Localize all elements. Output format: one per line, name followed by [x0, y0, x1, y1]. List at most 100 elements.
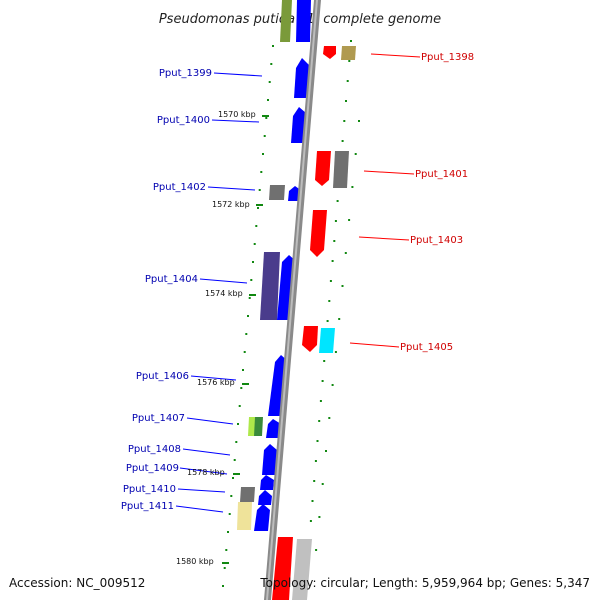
ruler-dot [223, 567, 226, 569]
ruler-dot [345, 100, 347, 102]
gene-top-left-blue[interactable] [296, 0, 311, 42]
gene-pput-1404-purple[interactable] [260, 252, 280, 320]
ruler-dot [272, 45, 274, 47]
ruler-dot [341, 140, 344, 142]
right-gene-labels: Pput_1398 Pput_1401 Pput_1403 Pput_1405 [400, 52, 474, 353]
label-pput-1398[interactable]: Pput_1398 [421, 52, 474, 63]
ruler-dot [247, 315, 249, 317]
gene-pput-1407[interactable] [266, 419, 281, 438]
ruler-dot [338, 318, 341, 320]
gene-pput-1411-khaki[interactable] [237, 502, 252, 530]
label-pput-1401[interactable]: Pput_1401 [415, 169, 468, 180]
gene-pput-1398-olive[interactable] [341, 46, 356, 60]
ruler-dot [341, 285, 344, 287]
ruler-dot [321, 380, 324, 382]
label-pput-1409[interactable]: Pput_1409 [126, 463, 179, 474]
gene-top-left-olive[interactable] [280, 0, 292, 42]
ruler-dot [238, 405, 241, 407]
ruler-dot [222, 585, 224, 587]
gene-pput-1405[interactable] [302, 326, 318, 352]
gene-pput-1405-cyan[interactable] [319, 328, 335, 353]
ruler-dot [313, 480, 316, 482]
ruler-dot [233, 459, 236, 461]
ruler-dot [237, 423, 239, 425]
ruler-dot [270, 63, 273, 65]
ruler-dot [328, 417, 331, 419]
tick-1576-kbp: 1576 kbp [197, 378, 235, 387]
ruler-dot [334, 351, 337, 353]
ruler-dot [318, 420, 321, 422]
ruler-dot [265, 117, 268, 119]
ruler-dot [315, 549, 318, 551]
ruler-dot [350, 40, 352, 42]
gene-bottom-gray[interactable] [292, 539, 312, 600]
reverse-genes [272, 46, 356, 600]
forward-genes [237, 0, 311, 531]
label-pput-1411[interactable]: Pput_1411 [121, 501, 174, 512]
label-pput-1400[interactable]: Pput_1400 [157, 115, 210, 126]
gene-pput-1401-gray[interactable] [333, 151, 349, 188]
ruler-dot [225, 549, 228, 551]
ruler-dot [243, 351, 246, 353]
gene-pput-1398[interactable] [323, 46, 336, 59]
ruler-dot [336, 200, 339, 202]
ruler-dot [228, 513, 231, 515]
tick-1570-kbp: 1570 kbp [218, 110, 256, 119]
ruler-dot [331, 384, 334, 386]
label-pput-1406[interactable]: Pput_1406 [136, 371, 189, 382]
label-pput-1408[interactable]: Pput_1408 [128, 444, 181, 455]
label-pput-1403[interactable]: Pput_1403 [410, 235, 463, 246]
gene-pput-1400[interactable] [291, 107, 306, 143]
ruler-dot [255, 225, 258, 227]
ruler-dot [346, 80, 349, 82]
label-pput-1399[interactable]: Pput_1399 [159, 68, 212, 79]
label-pput-1405[interactable]: Pput_1405 [400, 342, 453, 353]
ruler-dot [232, 477, 234, 479]
label-pput-1407[interactable]: Pput_1407 [132, 413, 185, 424]
ruler-dot [319, 400, 322, 402]
tick-1572-kbp: 1572 kbp [212, 200, 250, 209]
label-pput-1402[interactable]: Pput_1402 [153, 182, 206, 193]
label-pput-1404[interactable]: Pput_1404 [145, 274, 198, 285]
ruler-dot [328, 300, 331, 302]
ruler-dot [267, 99, 269, 101]
ruler-dot [314, 460, 317, 462]
gene-bottom-red[interactable] [272, 537, 293, 600]
gene-pput-1403[interactable] [310, 210, 327, 257]
ruler-dot [318, 516, 321, 518]
ruler-dot [258, 189, 261, 191]
ruler-dot [240, 387, 243, 389]
tick-1578-kbp: 1578 kbp [187, 468, 225, 477]
gene-pput-1399[interactable] [294, 58, 309, 98]
ruler-dot [348, 60, 351, 62]
ruler-dot [351, 186, 354, 188]
kbp-ticks: 1570 kbp 1572 kbp 1574 kbp 1576 kbp 1578… [176, 110, 269, 566]
ruler-dot [268, 81, 271, 83]
gene-pput-1402-gray[interactable] [269, 185, 285, 200]
ruler-dot [245, 333, 248, 335]
genome-backbone [264, 0, 321, 600]
gene-pput-1410-gray[interactable] [240, 487, 255, 502]
ruler-dot [250, 279, 253, 281]
label-pput-1410[interactable]: Pput_1410 [123, 484, 176, 495]
gene-pput-1409[interactable] [260, 475, 274, 490]
gene-pput-1410[interactable] [258, 490, 272, 505]
ruler-dot [323, 360, 326, 362]
gene-pput-1401[interactable] [315, 151, 331, 186]
ruler-dot [263, 135, 266, 137]
ruler-dot [262, 153, 264, 155]
gene-pput-1408[interactable] [262, 444, 277, 475]
ruler-dot [242, 369, 244, 371]
ruler-dot [344, 252, 347, 254]
gene-pput-1407-green[interactable] [254, 417, 263, 436]
ruler-dot [329, 280, 332, 282]
gene-pput-1407-lime[interactable] [248, 417, 256, 436]
ruler-dot [235, 441, 238, 443]
ruler-dot [257, 207, 259, 209]
ruler-dot [311, 500, 314, 502]
gene-pput-1411[interactable] [254, 504, 270, 531]
ruler-dot [260, 171, 263, 173]
ruler-dot [331, 260, 334, 262]
